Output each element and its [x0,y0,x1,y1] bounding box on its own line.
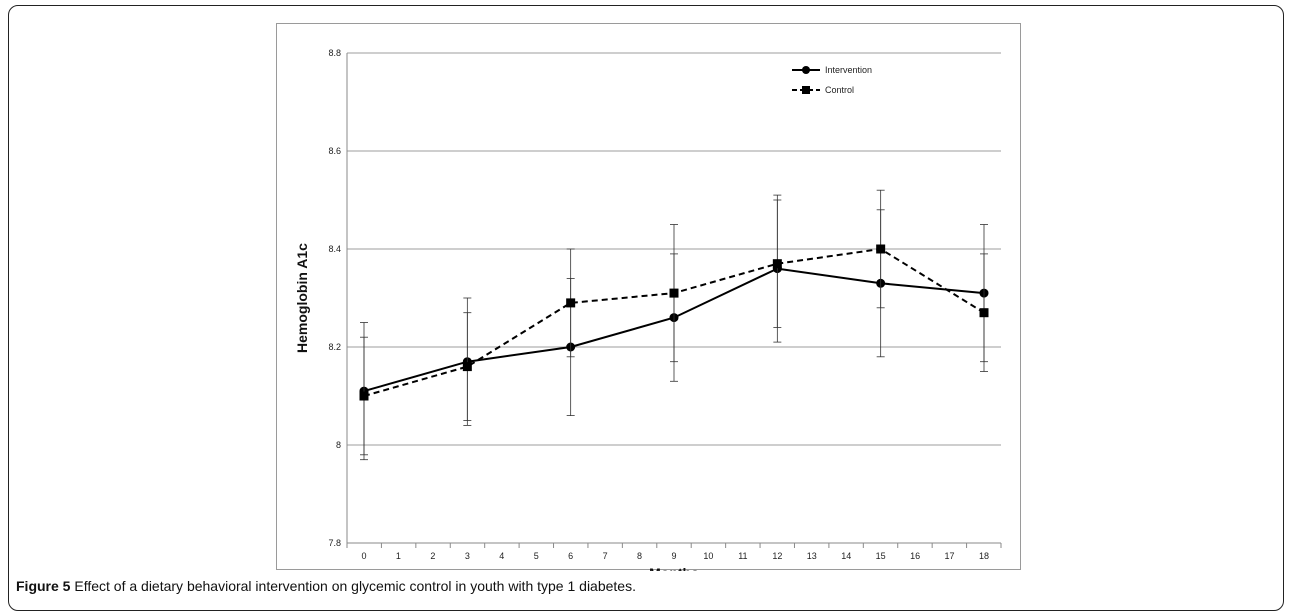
data-point-control [979,308,989,318]
x-tick-label: 6 [568,551,573,561]
x-tick-label: 2 [430,551,435,561]
figure-caption: Figure 5 Effect of a dietary behavioral … [16,578,636,594]
x-tick-label: 11 [738,551,747,561]
figure-caption-text: Effect of a dietary behavioral intervent… [74,578,636,594]
chart-area: 7.8 8 8.2 8.4 8.6 8.8 0 1 2 3 4 5 6 7 8 9 10 11 12 13 14 15 16… [276,23,1021,571]
x-tick-label: 4 [499,551,504,561]
x-tick-label: 7 [603,551,608,561]
x-tick-label: 0 [361,551,366,561]
legend-label: Control [825,85,854,95]
y-tick-label: 7.8 [328,538,341,548]
data-point-control [566,298,576,308]
x-tick-label: 15 [876,551,886,561]
legend-marker [802,66,810,74]
line-chart: 7.888.28.48.68.80 1 2 3 4 5 6 7 8 9 10 11 12 13 14 15 16… [294,48,1002,571]
x-tick-label: 1 [396,551,401,561]
data-point-control [669,288,679,298]
data-point-control [359,391,369,401]
x-tick-label: 18 [979,551,989,561]
y-tick-label: 8.4 [328,244,341,254]
x-tick-label: 16 [910,551,920,561]
data-point-control [876,244,886,254]
y-axis-label: Hemoglobin A1c [294,243,310,353]
y-tick-label: 8.6 [328,146,341,156]
data-point-control [462,362,472,372]
y-tick-label: 8.8 [328,48,341,58]
x-tick-label: 14 [841,551,851,561]
y-tick-label: 8 [336,440,341,450]
legend-marker [802,86,810,94]
data-point-control [772,259,782,269]
x-tick-label: 5 [534,551,539,561]
x-tick-label: 12 [772,551,782,561]
x-tick-label: 9 [671,551,676,561]
x-tick-label: 10 [703,551,713,561]
x-axis-label: Months [649,565,699,571]
y-tick-label: 8.2 [328,342,341,352]
x-tick-label: 13 [807,551,817,561]
figure-frame: 7.8 8 8.2 8.4 8.6 8.8 0 1 2 3 4 5 6 7 8 9 10 11 12 13 14 15 16… [8,5,1284,611]
x-tick-label: 3 [465,551,470,561]
legend-label: Intervention [825,65,872,75]
figure-label: Figure 5 [16,578,71,594]
x-tick-label: 8 [637,551,642,561]
x-tick-label: 17 [945,551,955,561]
